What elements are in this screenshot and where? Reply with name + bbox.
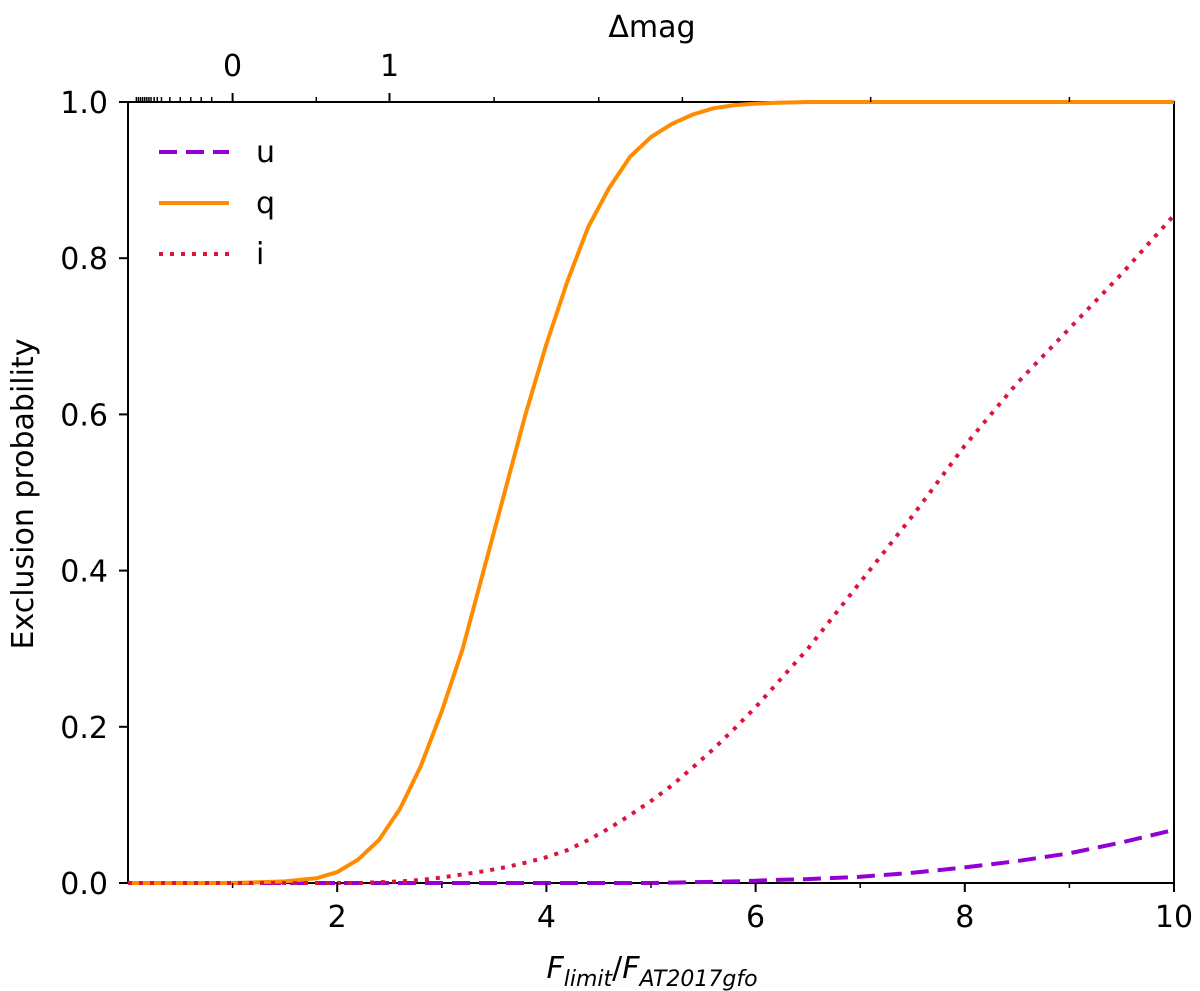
- y-tick-label-1.0: 1.0: [60, 86, 108, 121]
- legend-label-i: i: [256, 237, 264, 272]
- x-title-denominator-sub: AT2017gfo: [638, 967, 758, 991]
- x-title-denominator: F: [622, 951, 640, 986]
- x-title-slash: /: [612, 951, 623, 986]
- x-tick-label-4: 4: [537, 900, 556, 935]
- y-tick-label-0.4: 0.4: [60, 555, 108, 590]
- x-tick-label-8: 8: [955, 900, 974, 935]
- y-tick-label-0.2: 0.2: [60, 711, 108, 746]
- legend-label-q: q: [256, 186, 275, 221]
- top-axis-title: Δmag: [608, 10, 695, 45]
- x-tick-label-2: 2: [328, 900, 347, 935]
- x-axis-bottom: 2 4 6 8 10: [231, 883, 1193, 935]
- series-layer: [128, 100, 1176, 885]
- top-tick-label-0: 0: [223, 49, 242, 84]
- legend-entry-q: q: [159, 186, 275, 221]
- plot-frame: [127, 101, 1175, 884]
- x-axis-title: Flimit/FAT2017gfo: [546, 951, 757, 991]
- legend-entry-u: u: [159, 135, 275, 170]
- plot-area: [127, 100, 1176, 885]
- x-title-numerator: F: [546, 951, 564, 986]
- legend-entry-i: i: [159, 237, 264, 272]
- y-tick-label-0.6: 0.6: [60, 398, 108, 433]
- series-line-u: [128, 827, 1175, 885]
- top-tick-label-1: 1: [380, 49, 399, 84]
- y-tick-label-0.0: 0.0: [60, 867, 108, 902]
- legend-label-u: u: [256, 135, 275, 170]
- x-title-numerator-sub: limit: [564, 967, 614, 991]
- x-tick-label-10: 10: [1155, 900, 1193, 935]
- series-line-i: [128, 213, 1176, 885]
- legend: uqi: [159, 135, 275, 272]
- y-axis-left: 0.0 0.2 0.4 0.6 0.8 1.0: [60, 86, 128, 902]
- x-tick-label-6: 6: [746, 900, 765, 935]
- y-axis-title: Exclusion probability: [6, 339, 41, 650]
- series-line-q: [128, 100, 1174, 885]
- y-tick-label-0.8: 0.8: [60, 242, 108, 277]
